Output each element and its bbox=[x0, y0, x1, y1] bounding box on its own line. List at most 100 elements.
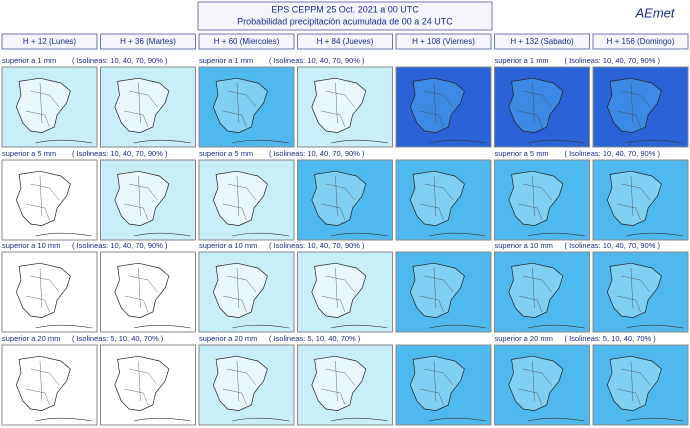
row-threshold: superior a 20 mm bbox=[495, 334, 553, 343]
peninsula-outline bbox=[114, 77, 170, 133]
province-lines bbox=[222, 175, 257, 221]
province-lines bbox=[124, 82, 158, 128]
row-threshold: superior a 10 mm bbox=[495, 241, 553, 250]
province-lines bbox=[419, 360, 454, 406]
row-threshold: superior a 10 mm bbox=[199, 241, 257, 250]
peninsula-outline bbox=[15, 170, 71, 226]
province-lines bbox=[124, 360, 158, 406]
province-lines bbox=[222, 267, 257, 313]
row-threshold: superior a 10 mm bbox=[2, 241, 60, 250]
peninsula-outline bbox=[311, 262, 367, 318]
peninsula-outline bbox=[606, 355, 662, 411]
coast-africa bbox=[626, 417, 684, 422]
coast-africa bbox=[133, 417, 191, 422]
header-box bbox=[197, 1, 493, 31]
column-header: H + 36 (Martes) bbox=[120, 37, 176, 46]
province-lines bbox=[419, 267, 454, 313]
header-line: EPS CEPPM 25 Oct. 2021 a 00 UTC bbox=[271, 4, 419, 14]
province-lines bbox=[321, 82, 355, 128]
province-lines bbox=[518, 267, 552, 313]
row-isolines: ( Isolineas: 10, 40, 70, 90% ) bbox=[565, 56, 661, 65]
province-lines bbox=[222, 82, 257, 128]
column-header: H + 12 (Lunes) bbox=[23, 37, 76, 46]
peninsula-outline bbox=[311, 170, 367, 226]
province-lines bbox=[124, 175, 158, 221]
province-lines bbox=[25, 360, 60, 406]
row-threshold: superior a 5 mm bbox=[199, 149, 253, 158]
peninsula-outline bbox=[114, 170, 170, 226]
peninsula-outline bbox=[606, 77, 662, 133]
province-lines bbox=[25, 267, 60, 313]
column-header-box bbox=[100, 33, 196, 50]
province-lines bbox=[419, 82, 454, 128]
coast-africa bbox=[527, 324, 585, 329]
row-threshold: superior a 1 mm bbox=[495, 56, 549, 65]
province-lines bbox=[616, 82, 651, 128]
coast-africa bbox=[133, 232, 191, 237]
peninsula-outline bbox=[606, 170, 662, 226]
peninsula-outline bbox=[212, 170, 268, 226]
coast-africa bbox=[429, 139, 487, 144]
row-isolines: ( Isolineas: 10, 40, 70, 90% ) bbox=[72, 56, 168, 65]
coast-africa bbox=[330, 324, 388, 329]
coast-africa bbox=[429, 324, 487, 329]
coast-africa bbox=[527, 139, 585, 144]
row-isolines: ( Isolineas: 5, 10, 40, 70% ) bbox=[565, 334, 657, 343]
row-threshold: superior a 5 mm bbox=[495, 149, 549, 158]
row-isolines: ( Isolineas: 10, 40, 70, 90% ) bbox=[72, 241, 168, 250]
province-lines bbox=[518, 82, 552, 128]
peninsula-outline bbox=[311, 77, 367, 133]
province-lines bbox=[124, 267, 158, 313]
coast-africa bbox=[232, 139, 290, 144]
row-isolines: ( Isolineas: 10, 40, 70, 90% ) bbox=[269, 149, 365, 158]
coast-africa bbox=[330, 232, 388, 237]
province-lines bbox=[222, 360, 257, 406]
row-threshold: superior a 5 mm bbox=[2, 149, 56, 158]
peninsula-outline bbox=[409, 262, 465, 318]
coast-africa bbox=[429, 232, 487, 237]
row-isolines: ( Isolineas: 10, 40, 70, 90% ) bbox=[565, 149, 661, 158]
province-lines bbox=[518, 175, 552, 221]
column-header-box bbox=[395, 33, 492, 50]
coast-africa bbox=[35, 232, 93, 237]
column-header: H + 156 (Domingo) bbox=[607, 37, 675, 46]
peninsula-outline bbox=[212, 77, 268, 133]
column-header-box bbox=[1, 33, 98, 50]
province-lines bbox=[419, 175, 454, 221]
logo: AEmet bbox=[634, 5, 675, 20]
coast-africa bbox=[527, 417, 585, 422]
row-threshold: superior a 1 mm bbox=[199, 56, 253, 65]
coast-africa bbox=[330, 417, 388, 422]
row-threshold: superior a 20 mm bbox=[199, 334, 257, 343]
row-isolines: ( Isolineas: 5, 10, 40, 70% ) bbox=[72, 334, 164, 343]
coast-africa bbox=[35, 139, 93, 144]
peninsula-outline bbox=[15, 262, 71, 318]
row-isolines: ( Isolineas: 10, 40, 70, 90% ) bbox=[269, 56, 365, 65]
province-lines bbox=[616, 360, 651, 406]
peninsula-outline bbox=[15, 77, 71, 133]
province-lines bbox=[518, 360, 552, 406]
coast-africa bbox=[626, 139, 684, 144]
coast-africa bbox=[133, 324, 191, 329]
coast-africa bbox=[35, 417, 93, 422]
coast-africa bbox=[133, 139, 191, 144]
row-isolines: ( Isolineas: 10, 40, 70, 90% ) bbox=[269, 241, 365, 250]
peninsula-outline bbox=[508, 262, 564, 318]
coast-africa bbox=[626, 232, 684, 237]
row-threshold: superior a 1 mm bbox=[2, 56, 56, 65]
coast-africa bbox=[626, 324, 684, 329]
peninsula-outline bbox=[409, 170, 465, 226]
peninsula-outline bbox=[508, 170, 564, 226]
province-lines bbox=[25, 175, 60, 221]
column-header-box bbox=[494, 33, 590, 50]
row-isolines: ( Isolineas: 5, 10, 40, 70% ) bbox=[269, 334, 361, 343]
province-lines bbox=[321, 267, 355, 313]
province-lines bbox=[321, 360, 355, 406]
peninsula-outline bbox=[212, 355, 268, 411]
column-header: H + 60 (Miercoles) bbox=[214, 37, 280, 46]
header-line: Probabilidad precipitación acumulada de … bbox=[237, 16, 453, 26]
column-header: H + 108 (Viernes) bbox=[412, 37, 475, 46]
column-header: H + 84 (Jueves) bbox=[317, 37, 374, 46]
column-header-box bbox=[592, 33, 689, 50]
peninsula-outline bbox=[409, 77, 465, 133]
